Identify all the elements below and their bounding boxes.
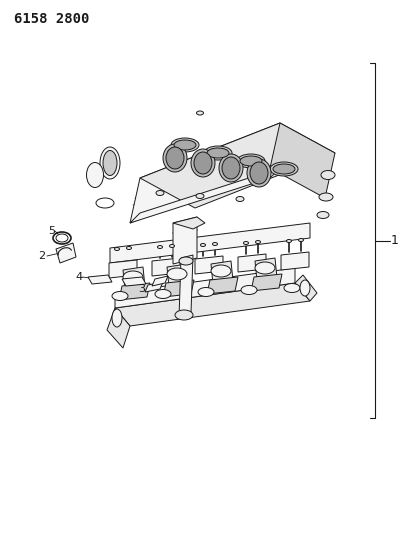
Ellipse shape	[255, 240, 260, 244]
Polygon shape	[123, 267, 145, 290]
Ellipse shape	[273, 164, 295, 174]
Text: 6158 2800: 6158 2800	[14, 12, 89, 26]
Ellipse shape	[300, 280, 310, 296]
Ellipse shape	[317, 212, 329, 219]
Ellipse shape	[86, 163, 104, 188]
Polygon shape	[207, 277, 238, 294]
Polygon shape	[173, 217, 197, 264]
Ellipse shape	[204, 146, 232, 160]
Ellipse shape	[284, 284, 300, 293]
Ellipse shape	[237, 154, 265, 168]
Text: 2: 2	[38, 251, 45, 261]
Polygon shape	[115, 283, 310, 326]
Ellipse shape	[115, 247, 120, 251]
Ellipse shape	[155, 289, 171, 298]
Ellipse shape	[103, 150, 117, 175]
Polygon shape	[110, 223, 310, 263]
Polygon shape	[295, 275, 317, 301]
Polygon shape	[130, 123, 280, 223]
Ellipse shape	[175, 310, 193, 320]
Polygon shape	[281, 252, 309, 270]
Polygon shape	[195, 256, 223, 274]
Ellipse shape	[286, 239, 291, 243]
Ellipse shape	[250, 162, 268, 184]
Polygon shape	[163, 280, 194, 297]
Polygon shape	[255, 258, 277, 281]
Ellipse shape	[191, 149, 215, 177]
Text: 5: 5	[48, 226, 55, 236]
Polygon shape	[270, 123, 335, 198]
Polygon shape	[251, 274, 282, 291]
Text: 1: 1	[391, 235, 399, 247]
Ellipse shape	[198, 287, 214, 296]
Ellipse shape	[240, 156, 262, 166]
Polygon shape	[56, 243, 76, 263]
Ellipse shape	[167, 268, 187, 280]
Ellipse shape	[197, 111, 204, 115]
Ellipse shape	[157, 246, 162, 248]
Text: 4: 4	[75, 272, 82, 282]
Polygon shape	[130, 168, 280, 223]
Ellipse shape	[100, 147, 120, 179]
Ellipse shape	[321, 171, 335, 180]
Ellipse shape	[241, 286, 257, 295]
Polygon shape	[115, 268, 295, 308]
Ellipse shape	[123, 271, 143, 283]
Ellipse shape	[299, 238, 304, 241]
Ellipse shape	[171, 138, 199, 152]
Polygon shape	[107, 308, 130, 348]
Polygon shape	[88, 275, 112, 284]
Polygon shape	[152, 276, 168, 286]
Polygon shape	[238, 254, 266, 272]
Polygon shape	[173, 217, 205, 229]
Polygon shape	[211, 261, 233, 284]
Ellipse shape	[126, 246, 131, 249]
Ellipse shape	[244, 241, 248, 245]
Ellipse shape	[219, 154, 243, 182]
Ellipse shape	[112, 309, 122, 327]
Polygon shape	[119, 283, 150, 300]
Ellipse shape	[169, 245, 175, 247]
Ellipse shape	[236, 197, 244, 201]
Ellipse shape	[112, 292, 128, 301]
Polygon shape	[152, 258, 180, 276]
Ellipse shape	[156, 190, 164, 196]
Ellipse shape	[211, 265, 231, 277]
Polygon shape	[167, 264, 189, 287]
Ellipse shape	[166, 147, 184, 169]
Ellipse shape	[174, 140, 196, 150]
Ellipse shape	[270, 162, 298, 176]
Ellipse shape	[196, 193, 204, 198]
Polygon shape	[179, 255, 193, 318]
Ellipse shape	[200, 244, 206, 246]
Ellipse shape	[247, 159, 271, 187]
Polygon shape	[140, 123, 335, 208]
Ellipse shape	[163, 144, 187, 172]
Ellipse shape	[319, 193, 333, 201]
Polygon shape	[145, 282, 163, 292]
Polygon shape	[109, 260, 137, 278]
Polygon shape	[122, 277, 146, 286]
Ellipse shape	[222, 157, 240, 179]
Ellipse shape	[207, 148, 229, 158]
Text: 3: 3	[138, 284, 145, 294]
Ellipse shape	[194, 152, 212, 174]
Ellipse shape	[213, 243, 217, 246]
Ellipse shape	[255, 262, 275, 274]
Ellipse shape	[179, 257, 193, 265]
